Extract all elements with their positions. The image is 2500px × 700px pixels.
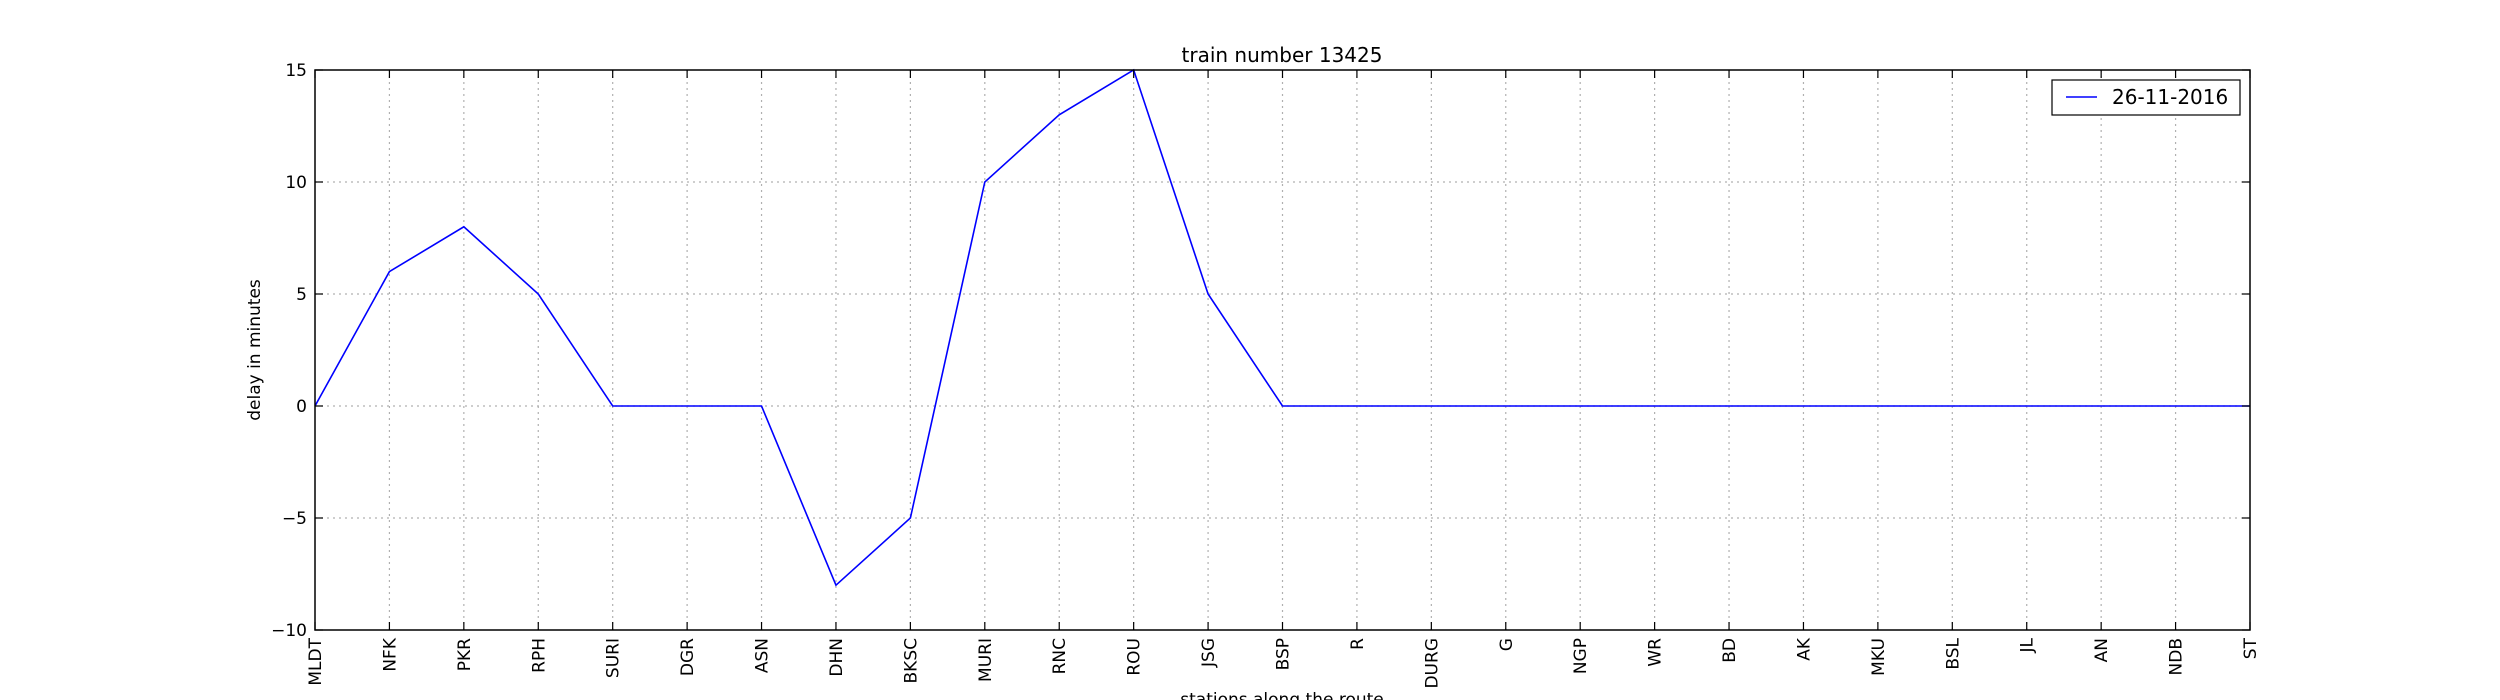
series-line-0 — [314, 68, 2250, 587]
x-tick-label: NDB — [2167, 638, 2187, 675]
x-tick-label: ASN — [753, 638, 773, 673]
x-tick-label: AN — [2092, 638, 2112, 662]
x-tick-label: DHN — [827, 638, 847, 677]
x-tick-label: ROU — [1125, 638, 1145, 676]
x-tick-label: G — [1497, 638, 1517, 651]
y-tick-label: −5 — [282, 509, 307, 529]
x-tick-labels: MLDT NFK PKR RPH SURI DGR ASN DHN BKSC MURI RNC ROU… — [306, 637, 2261, 688]
x-tick-label: MLDT — [306, 637, 326, 685]
x-tick-label: BSL — [1943, 637, 1963, 669]
y-tick-label: 10 — [285, 173, 307, 193]
axis-ticks — [314, 69, 2251, 631]
x-tick-label: RPH — [529, 638, 549, 673]
x-tick-label: WR — [1646, 638, 1666, 667]
grid-lines — [315, 70, 2250, 630]
x-tick-label: MURI — [976, 638, 996, 682]
x-tick-label: SURI — [604, 638, 624, 678]
x-tick-label: JSG — [1199, 638, 1219, 668]
y-tick-label: 0 — [296, 397, 307, 417]
x-tick-label: RNC — [1050, 638, 1070, 674]
x-axis-label: stations along the route — [1180, 690, 1384, 700]
legend-entry-label: 26-11-2016 — [2112, 85, 2228, 109]
x-tick-label: AK — [1794, 637, 1814, 661]
x-tick-label: BKSC — [901, 638, 921, 683]
x-tick-label: NGP — [1571, 638, 1591, 674]
y-tick-labels: −10 −5 0 5 10 15 — [271, 61, 307, 641]
y-tick-label: 5 — [296, 285, 307, 305]
y-axis-label: delay in minutes — [245, 279, 265, 421]
y-tick-label: 15 — [285, 61, 307, 81]
x-tick-label: BSP — [1274, 638, 1294, 670]
x-tick-label: MKU — [1869, 638, 1889, 676]
x-tick-label: R — [1348, 638, 1368, 650]
x-tick-label: DGR — [678, 638, 698, 676]
legend: 26-11-2016 — [2051, 79, 2241, 116]
x-tick-label: BD — [1720, 638, 1740, 663]
series-layer — [314, 68, 2251, 587]
x-tick-label: NFK — [380, 637, 400, 671]
x-tick-label: DURG — [1422, 638, 1442, 689]
x-tick-label: JL — [2018, 637, 2038, 653]
x-tick-label: ST — [2241, 637, 2261, 659]
y-tick-label: −10 — [271, 621, 307, 641]
chart-title: train number 13425 — [1182, 43, 1383, 67]
x-tick-label: PKR — [455, 638, 475, 671]
